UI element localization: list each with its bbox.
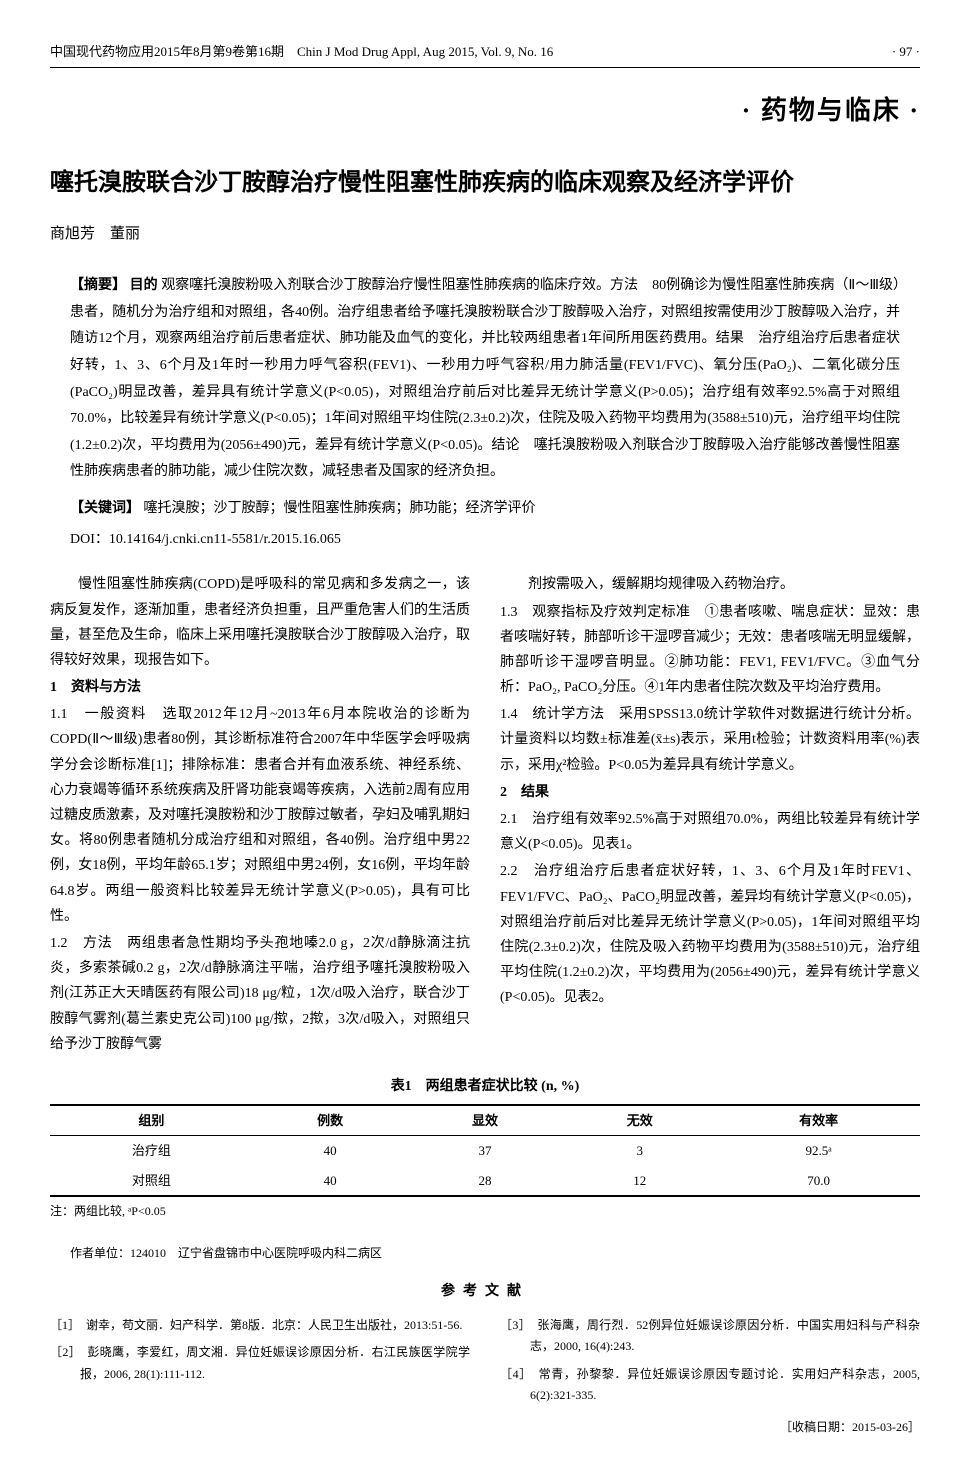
table-1: 表1 两组患者症状比较 (n, %) 组别 例数 显效 无效 有效率 治疗组 4…: [50, 1074, 920, 1223]
doi: DOI：10.14164/j.cnki.cn11-5581/r.2015.16.…: [70, 527, 900, 552]
references-columns: ［1］ 谢幸，苟文丽．妇产科学．第8版．北京：人民卫生出版社，2013:51-5…: [50, 1315, 920, 1439]
section-2-head: 2 结果: [500, 780, 920, 805]
col2-continuation: 剂按需吸入，缓解期均规律吸入药物治疗。: [500, 572, 920, 597]
keywords-text: 噻托溴胺；沙丁胺醇；慢性阻塞性肺疾病；肺功能；经济学评价: [144, 501, 536, 516]
cell: 治疗组: [50, 1136, 253, 1166]
cell: 对照组: [50, 1166, 253, 1196]
body-columns: 慢性阻塞性肺疾病(COPD)是呼吸科的常见病和多发病之一，该病反复发作，逐渐加重…: [50, 572, 920, 1059]
cell: 70.0: [717, 1166, 920, 1196]
cell: 92.5ᵃ: [717, 1136, 920, 1166]
section-banner: · 药物与临床 ·: [50, 88, 920, 135]
th-ineffective: 无效: [562, 1105, 717, 1136]
running-header: 中国现代药物应用2015年8月第9卷第16期 Chin J Mod Drug A…: [50, 40, 920, 68]
references-heading: 参考文献: [50, 1279, 920, 1304]
journal-info: 中国现代药物应用2015年8月第9卷第16期 Chin J Mod Drug A…: [50, 40, 553, 63]
section-2-2: 2.2 治疗组治疗后患者症状好转，1、3、6个月及1年时FEV1、FEV1/FV…: [500, 859, 920, 1010]
page-number: · 97 ·: [892, 40, 920, 63]
cell: 3: [562, 1136, 717, 1166]
intro-paragraph: 慢性阻塞性肺疾病(COPD)是呼吸科的常见病和多发病之一，该病反复发作，逐渐加重…: [50, 572, 470, 673]
table-row: 对照组 40 28 12 70.0: [50, 1166, 920, 1196]
receipt-date: ［收稿日期：2015-03-26］: [500, 1417, 920, 1439]
th-rate: 有效率: [717, 1105, 920, 1136]
th-effective: 显效: [408, 1105, 563, 1136]
section-1-1: 1.1 一般资料 选取2012年12月~2013年6月本院收治的诊断为COPD(…: [50, 702, 470, 929]
reference-item: ［2］ 彭晓鹰，李爱红，周文湘．异位妊娠误诊原因分析．右江民族医学院学报，200…: [50, 1342, 470, 1385]
section-1-3: 1.3 观察指标及疗效判定标准 ①患者咳嗽、喘息症状：显效：患者咳喘好转，肺部听…: [500, 600, 920, 701]
cell: 28: [408, 1166, 563, 1196]
section-1-4: 1.4 统计学方法 采用SPSS13.0统计学软件对数据进行统计分析。计量资料以…: [500, 702, 920, 778]
abstract-block: 【摘要】 目的 观察噻托溴胺粉吸入剂联合沙丁胺醇治疗慢性阻塞性肺疾病的临床疗效。…: [70, 273, 900, 486]
keywords-label: 【关键词】: [70, 501, 140, 516]
cell: 40: [253, 1136, 408, 1166]
reference-item: ［1］ 谢幸，苟文丽．妇产科学．第8版．北京：人民卫生出版社，2013:51-5…: [50, 1315, 470, 1337]
section-2-1: 2.1 治疗组有效率92.5%高于对照组70.0%，两组比较差异有统计学意义(P…: [500, 807, 920, 857]
table-1-note: 注：两组比较, ᵃP<0.05: [50, 1201, 920, 1223]
table-row: 治疗组 40 37 3 92.5ᵃ: [50, 1136, 920, 1166]
section-1-2: 1.2 方法 两组患者急性期均予头孢地嗪2.0 g，2次/d静脉滴注抗炎，多索茶…: [50, 931, 470, 1057]
table-1-title: 表1 两组患者症状比较 (n, %): [50, 1074, 920, 1099]
abstract-text: 观察噻托溴胺粉吸入剂联合沙丁胺醇治疗慢性阻塞性肺疾病的临床疗效。方法 80例确诊…: [70, 278, 900, 479]
column-left: 慢性阻塞性肺疾病(COPD)是呼吸科的常见病和多发病之一，该病反复发作，逐渐加重…: [50, 572, 470, 1059]
cell: 37: [408, 1136, 563, 1166]
keywords-block: 【关键词】 噻托溴胺；沙丁胺醇；慢性阻塞性肺疾病；肺功能；经济学评价: [70, 496, 900, 521]
cell: 12: [562, 1166, 717, 1196]
aim-label: 目的: [130, 278, 158, 293]
refs-col-right: ［3］ 张海鹰，周行烈．52例异位妊娠误诊原因分析．中国实用妇科与产科杂志，20…: [500, 1315, 920, 1439]
table-header-row: 组别 例数 显效 无效 有效率: [50, 1105, 920, 1136]
column-right: 剂按需吸入，缓解期均规律吸入药物治疗。 1.3 观察指标及疗效判定标准 ①患者咳…: [500, 572, 920, 1059]
abstract-label: 【摘要】: [70, 278, 126, 293]
th-group: 组别: [50, 1105, 253, 1136]
reference-item: ［4］ 常青，孙黎黎．异位妊娠误诊原因专题讨论．实用妇产科杂志，2005, 6(…: [500, 1364, 920, 1407]
section-1-head: 1 资料与方法: [50, 675, 470, 700]
th-n: 例数: [253, 1105, 408, 1136]
reference-item: ［3］ 张海鹰，周行烈．52例异位妊娠误诊原因分析．中国实用妇科与产科杂志，20…: [500, 1315, 920, 1358]
authors: 商旭芳 董丽: [50, 221, 920, 248]
article-title: 噻托溴胺联合沙丁胺醇治疗慢性阻塞性肺疾病的临床观察及经济学评价: [50, 165, 920, 201]
cell: 40: [253, 1166, 408, 1196]
refs-col-left: ［1］ 谢幸，苟文丽．妇产科学．第8版．北京：人民卫生出版社，2013:51-5…: [50, 1315, 470, 1439]
author-affiliation: 作者单位：124010 辽宁省盘锦市中心医院呼吸内科二病区: [70, 1243, 920, 1265]
table-1-grid: 组别 例数 显效 无效 有效率 治疗组 40 37 3 92.5ᵃ 对照组 40…: [50, 1104, 920, 1197]
